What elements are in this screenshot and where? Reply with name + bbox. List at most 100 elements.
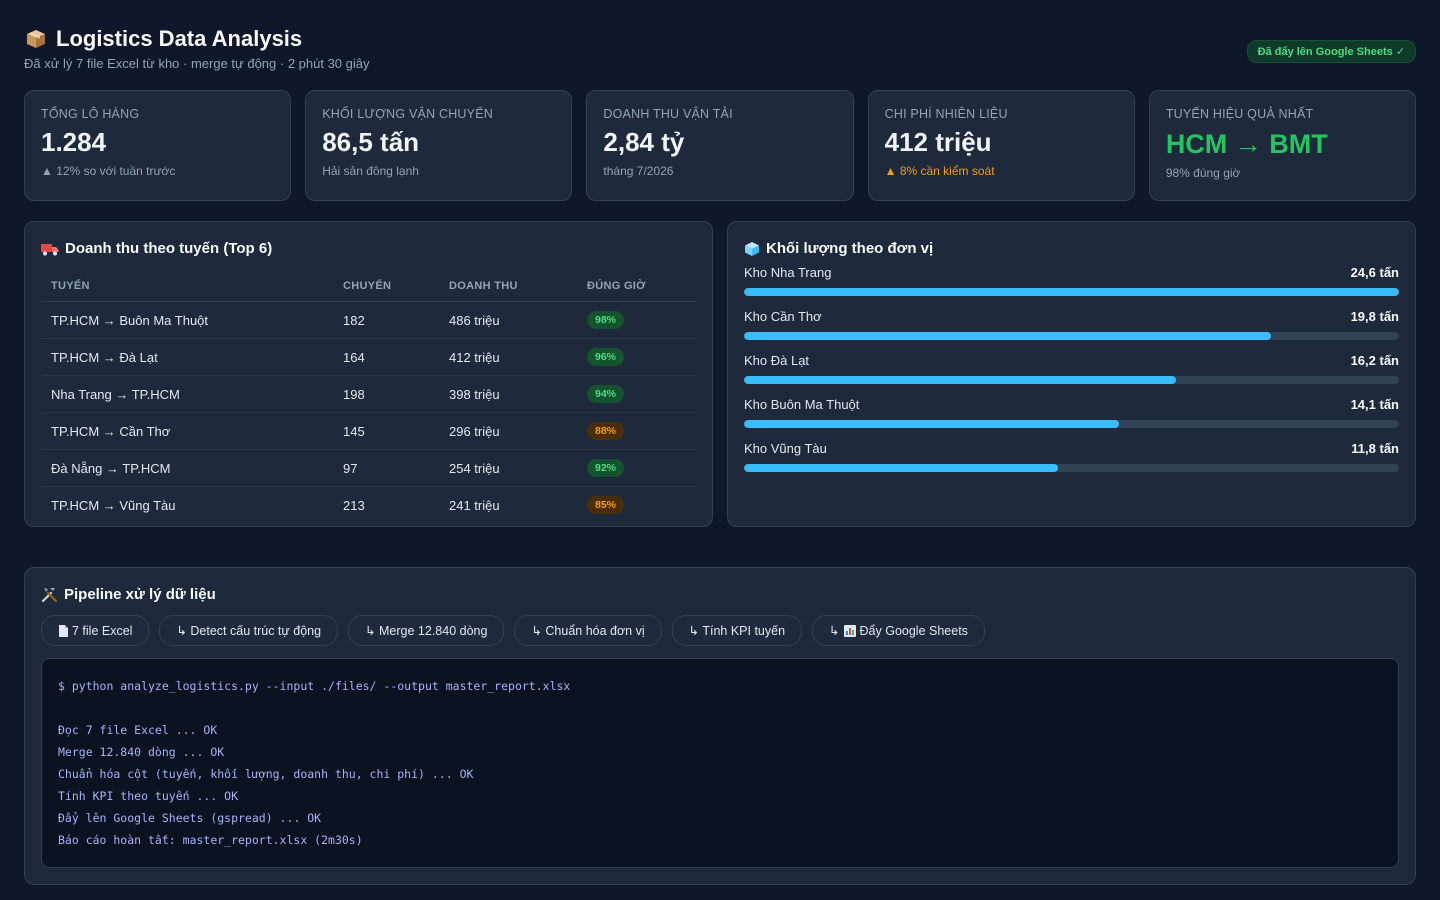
table-header-row: Tuyến Chuyến Doanh thu Đúng giờ: [41, 271, 696, 302]
route-cell: Đà Nẵng → TP.HCM: [41, 449, 333, 487]
page-title: Logistics Data Analysis: [24, 26, 1416, 52]
volume-bar-fill: [744, 464, 1059, 472]
revenue-cell: 254 triệu: [439, 449, 577, 487]
volume-bar-track: [744, 464, 1399, 472]
ontime-cell: 98%: [577, 301, 696, 339]
step-label: Đẩy Google Sheets: [859, 623, 968, 638]
pipeline-step: ↳ Đẩy Google Sheets: [812, 615, 985, 646]
volume-bar-item: Kho Nha Trang 24,6 tấn: [744, 265, 1399, 296]
route-cell: TP.HCM → Cần Thơ: [41, 412, 333, 450]
routes-title-text: Doanh thu theo tuyến (Top 6): [65, 240, 273, 257]
volume-bar-track: [744, 288, 1399, 296]
route-cell: TP.HCM → Vũng Tàu: [51, 497, 176, 513]
revenue-cell: 398 triệu: [439, 375, 577, 413]
route-cell: TP.HCM → Buôn Ma Thuột: [41, 301, 333, 339]
chart-icon: [843, 624, 856, 637]
volume-bar-item: Kho Đà Lạt 16,2 tấn: [744, 353, 1399, 384]
trips-cell: 164: [333, 338, 439, 376]
pipeline-step: ↳ Merge 12.840 dòng: [348, 615, 505, 646]
volume-bar-item: Kho Buôn Ma Thuột 14,1 tấn: [744, 397, 1399, 428]
kpi-label: Tuyến hiệu quả nhất: [1165, 107, 1314, 121]
table-row: TP.HCM → Cần Thơ 145 296 triệu 88%: [41, 412, 696, 450]
volume-bar-header: Kho Nha Trang 24,6 tấn: [744, 265, 1399, 280]
step-prefix: ↳: [829, 624, 840, 638]
volume-bar-value: 11,8 tấn: [1351, 441, 1399, 456]
pipeline-step: 7 file Excel: [41, 615, 150, 646]
pipeline-step: ↳ Chuẩn hóa đơn vị: [514, 615, 662, 646]
cube-icon: [745, 241, 759, 256]
ontime-cell: 96%: [577, 338, 696, 376]
terminal-line: Merge 12.840 dòng ... OK: [58, 745, 225, 759]
step-label: 7 file Excel: [72, 623, 133, 638]
route-cell: Nha Trang → TP.HCM: [41, 375, 333, 413]
kpi-value: 412 triệu: [884, 127, 992, 157]
table-row: TP.HCM → Vũng Tàu 213 241 triệu 85%: [41, 487, 696, 524]
pipeline-step: ↳ Detect cấu trúc tự động: [159, 615, 339, 646]
terminal-output: $ python analyze_logistics.py --input ./…: [41, 658, 1399, 868]
ontime-badge: 88%: [587, 422, 625, 440]
trips-cell: 213: [343, 497, 365, 513]
terminal-line: Chuẩn hóa cột (tuyến, khối lượng, doanh …: [58, 767, 474, 781]
volume-bar-track: [744, 332, 1399, 340]
package-icon: [27, 30, 45, 48]
pipeline-step: ↳ Tính KPI tuyến: [671, 615, 803, 646]
volume-bar-item: Kho Cần Thơ 19,8 tấn: [744, 309, 1399, 340]
terminal-spacer: [58, 697, 1382, 719]
trips-cell: 182: [333, 301, 439, 339]
volume-bar-header: Kho Cần Thơ 19,8 tấn: [744, 309, 1399, 324]
pipeline-steps: 7 file Excel ↳ Detect cấu trúc tự động ↳ M…: [41, 615, 1399, 646]
volume-bar-fill: [744, 376, 1176, 384]
pipeline-panel-title: Pipeline xử lý dữ liệu: [41, 586, 1399, 603]
column-header-ontime: Đúng giờ: [577, 271, 696, 302]
terminal-line: Tính KPI theo tuyến ... OK: [58, 789, 239, 803]
kpi-value: 86,5 tấn: [322, 127, 420, 157]
volume-bar-label: Kho Nha Trang: [744, 265, 832, 280]
page-subtitle: Đã xử lý 7 file Excel từ kho · merge tự …: [24, 56, 370, 71]
volume-panel-title: Khối lượng theo đơn vị: [744, 240, 1399, 257]
volume-bar-label: Kho Buôn Ma Thuột: [744, 397, 860, 412]
pipeline-panel: Pipeline xử lý dữ liệu 7 file Excel ↳ Det…: [24, 567, 1416, 885]
routes-panel: Doanh thu theo tuyến (Top 6) Tuyến Chuyế…: [24, 221, 713, 527]
volume-bar-value: 24,6 tấn: [1350, 265, 1399, 280]
tools-icon: [41, 588, 58, 603]
volume-bar-fill: [744, 332, 1272, 340]
ontime-badge: 94%: [587, 385, 625, 403]
volume-bar-label: Kho Cần Thơ: [744, 309, 822, 324]
volume-bar-value: 16,2 tấn: [1350, 353, 1399, 368]
routes-table-body: TP.HCM → Buôn Ma Thuột 182 486 triệu 98% TP.…: [41, 301, 696, 524]
kpi-sub: 98% đúng giờ: [1165, 166, 1241, 180]
trips-cell: 97: [333, 449, 439, 487]
ontime-cell: 94%: [577, 375, 696, 413]
ontime-cell: 88%: [577, 412, 696, 450]
volume-bar-header: Kho Vũng Tàu 11,8 tấn: [744, 441, 1399, 456]
revenue-cell: 241 triệu: [449, 497, 500, 513]
ontime-cell: 92%: [577, 449, 696, 487]
kpi-label: Tổng lô hàng: [41, 107, 140, 121]
page-header: Logistics Data Analysis Đã xử lý 7 file …: [24, 26, 1416, 76]
trips-cell: 198: [333, 375, 439, 413]
kpi-sub: tháng 7/2026: [603, 164, 674, 178]
terminal-log: Đọc 7 file Excel ... OK Merge 12.840 dòng…: [58, 719, 1382, 851]
table-row: TP.HCM → Đà Lạt 164 412 triệu 96%: [41, 338, 696, 376]
revenue-cell: 486 triệu: [439, 301, 577, 339]
volume-title-text: Khối lượng theo đơn vị: [766, 240, 934, 257]
volume-bar-fill: [744, 420, 1120, 428]
revenue-cell: 412 triệu: [439, 338, 577, 376]
kpi-value: 1.284: [41, 127, 107, 157]
column-header-revenue: Doanh thu: [439, 271, 577, 302]
table-row: Đà Nẵng → TP.HCM 97 254 triệu 92%: [41, 449, 696, 487]
kpi-label: Khối lượng vận chuyển: [322, 107, 493, 121]
column-header-route: Tuyến: [41, 271, 333, 302]
terminal-line: Đẩy lên Google Sheets (gspread) ... OK: [58, 811, 322, 825]
table-row: TP.HCM → Buôn Ma Thuột 182 486 triệu 98%: [41, 301, 696, 339]
truck-icon: [41, 243, 59, 255]
kpi-sub: ▲ 12% so với tuần trước: [41, 164, 176, 178]
kpi-row: Tổng lô hàng 1.284 ▲ 12% so với tuần trư…: [24, 90, 1417, 201]
kpi-card-best-route: Tuyến hiệu quả nhất HCM → BMT 98% đúng g…: [1148, 90, 1417, 201]
trips-cell: 145: [333, 412, 439, 450]
volume-bar-fill: [744, 288, 1399, 296]
kpi-card-volume: Khối lượng vận chuyển 86,5 tấn Hải sản đ…: [305, 90, 573, 201]
ontime-badge: 98%: [587, 311, 625, 329]
volume-bar-track: [744, 420, 1399, 428]
step-label: ↳ Merge 12.840 dòng: [365, 624, 488, 638]
